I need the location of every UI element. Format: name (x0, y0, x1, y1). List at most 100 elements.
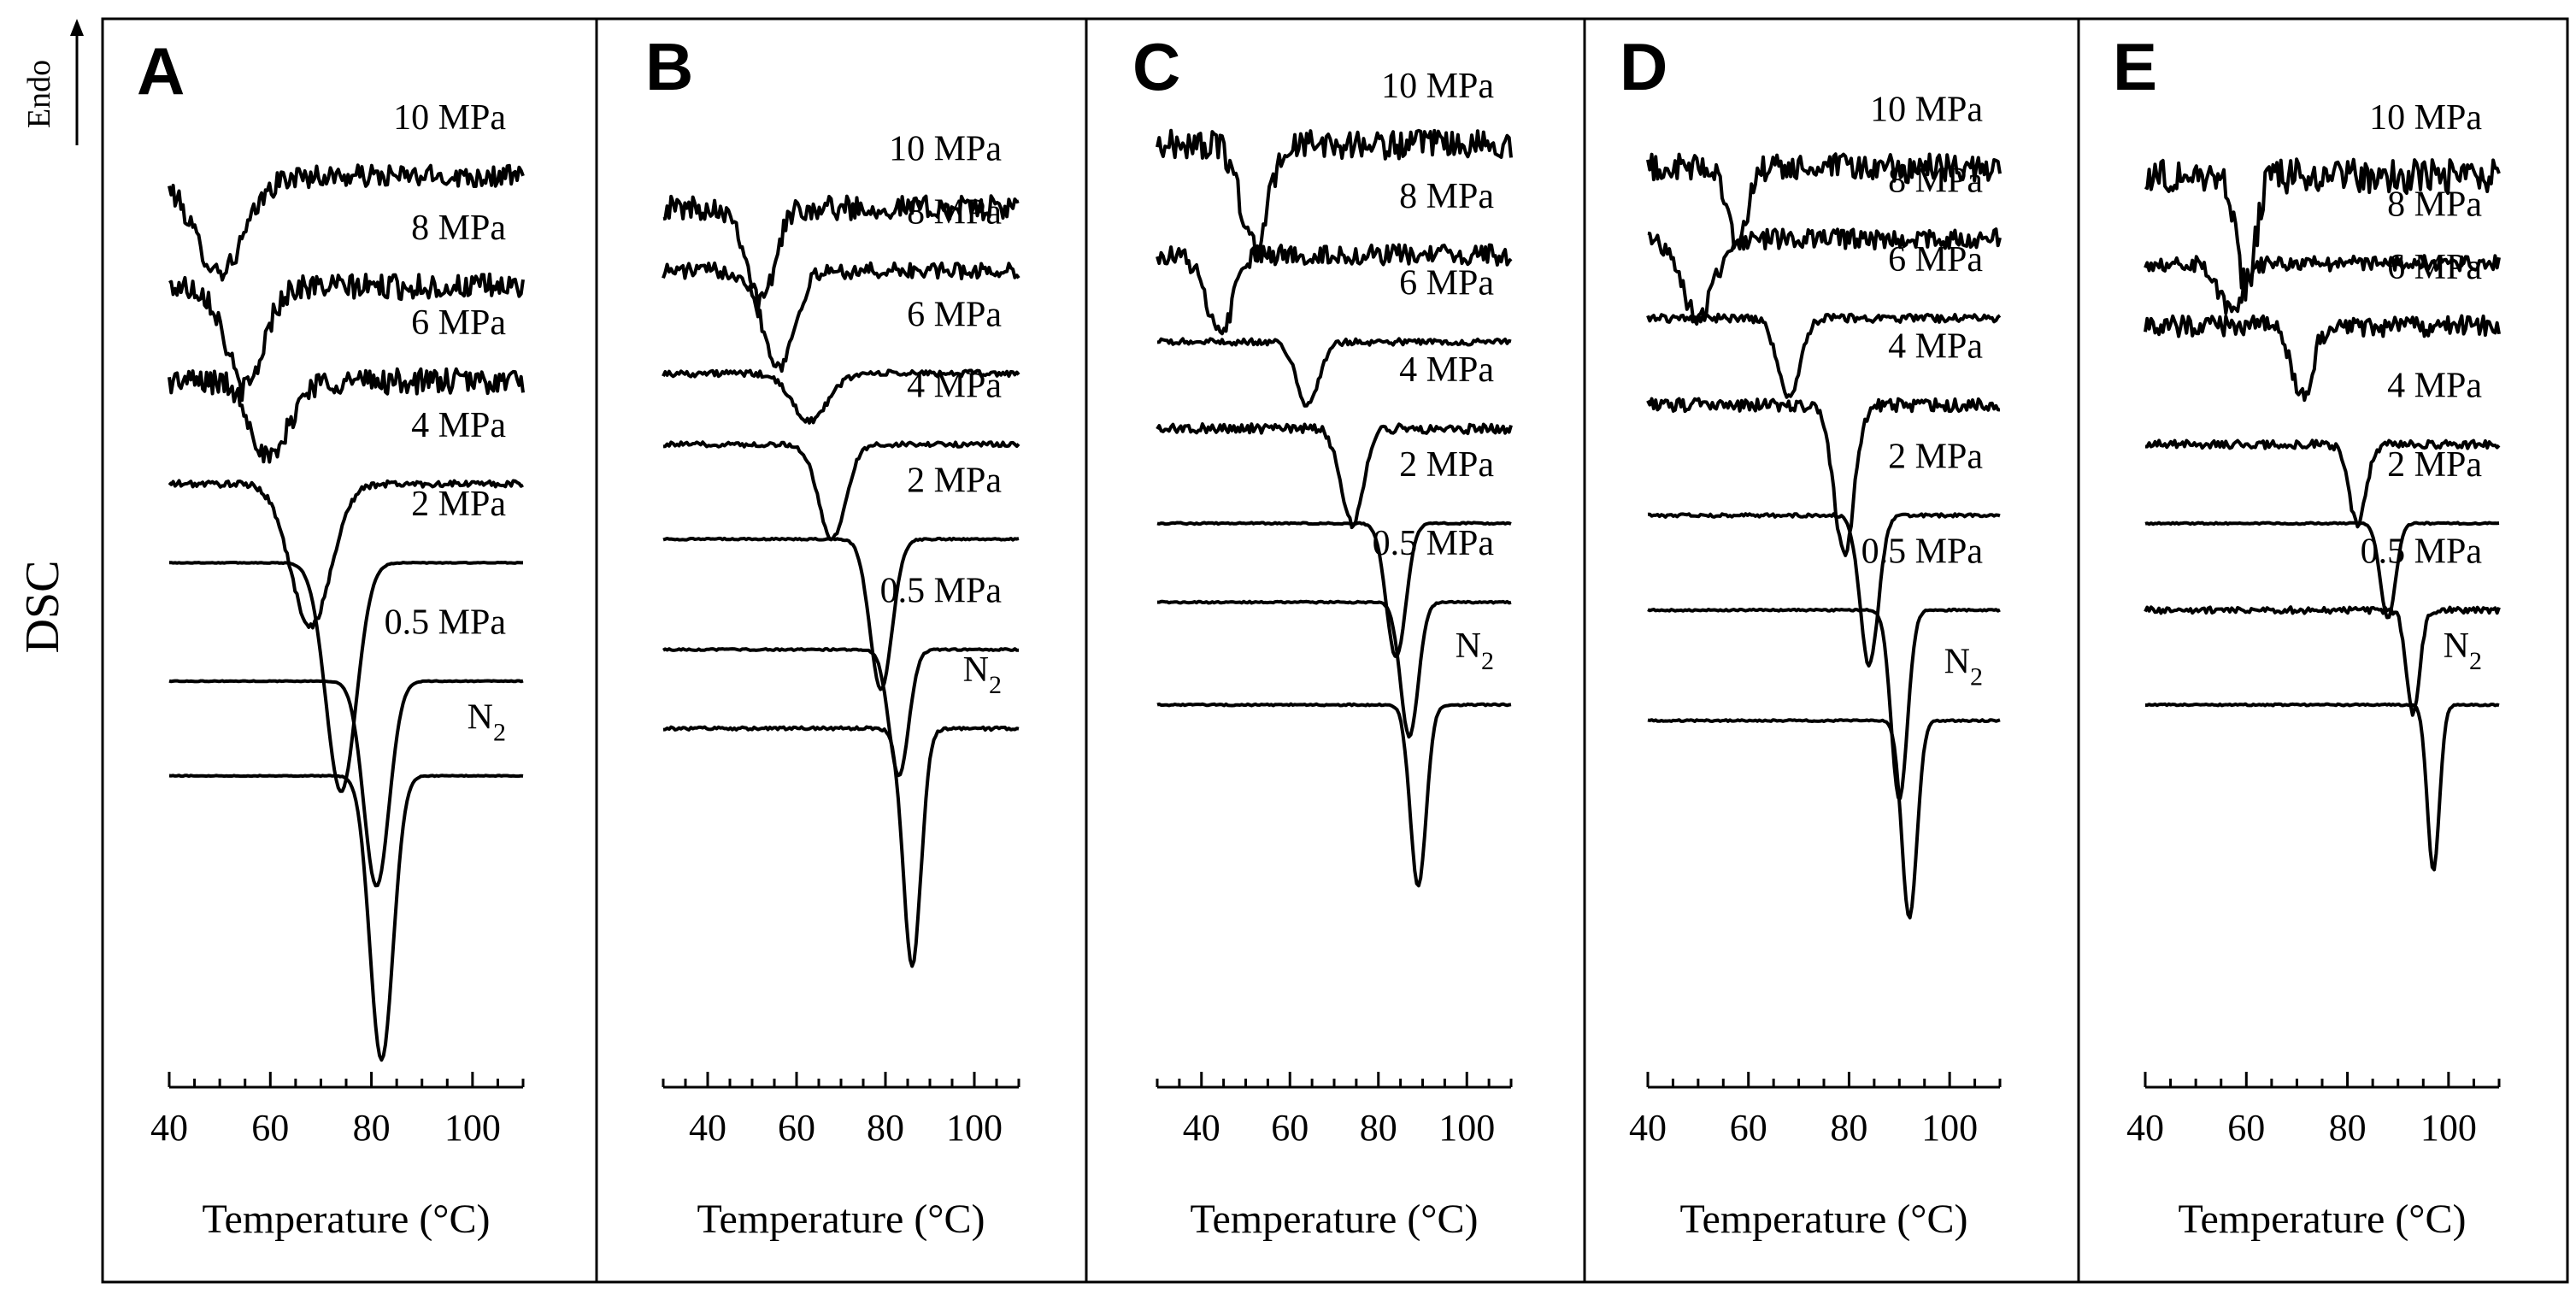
x-axis-label: Temperature (°C) (2178, 1197, 2466, 1242)
series-label: 6 MPa (411, 303, 506, 343)
curve-0_5-MPa (662, 647, 1020, 778)
x-tick-label: 100 (2420, 1107, 2477, 1149)
series-label: 4 MPa (907, 367, 1002, 406)
subscript-2: 2 (493, 718, 506, 746)
curve-0_5-MPa (1647, 607, 2001, 800)
curve-8-MPa (168, 272, 525, 403)
x-axis-label: Temperature (°C) (697, 1197, 985, 1242)
x-tick-label: 40 (689, 1107, 726, 1149)
curve-2-MPa (1156, 521, 1512, 659)
series-label: 2 MPa (1888, 438, 1983, 477)
curve-6-MPa (2144, 314, 2501, 403)
curve-10-MPa (1646, 152, 2002, 250)
curve-6-MPa (168, 367, 525, 464)
curve-2-MPa (662, 536, 1020, 691)
curve-2-MPa (1647, 512, 2001, 668)
x-tick-label: 80 (2329, 1107, 2367, 1149)
x-tick-label: 60 (251, 1107, 289, 1149)
curve-4-MPa (1156, 422, 1513, 530)
series-label: 8 MPa (411, 209, 506, 248)
series-label: 8 MPa (1888, 162, 1983, 201)
panels: A 40 60 80 100 Temperature (°C) 10 MPa 8 MPa 6 M… (137, 29, 2501, 1242)
series-label: 0.5 MPa (385, 603, 507, 643)
series-label: 6 MPa (2387, 248, 2482, 287)
panel-label: C (1132, 29, 1180, 104)
series-label: 2 MPa (2387, 445, 2482, 485)
series-label: 6 MPa (1399, 264, 1494, 303)
x-tick-label: 40 (2126, 1107, 2164, 1149)
subscript-2: 2 (989, 671, 1002, 699)
panel-label: B (645, 29, 693, 104)
endo-arrowhead (70, 19, 84, 36)
x-tick-label: 60 (1271, 1107, 1309, 1149)
series-label: 2 MPa (1399, 445, 1494, 485)
y-axis-label: DSC (16, 561, 69, 654)
curve-6-MPa (1646, 312, 2002, 399)
series-label: 4 MPa (1399, 350, 1494, 390)
series-label: 4 MPa (411, 406, 506, 445)
panel-label: A (137, 33, 185, 109)
curve-4-MPa (168, 479, 524, 630)
series-label: 0.5 MPa (1373, 524, 1495, 563)
x-tick-label: 100 (946, 1107, 1003, 1149)
curve-0_5-MPa (1157, 599, 1512, 739)
curve-10-MPa (662, 194, 1020, 313)
curve-4-MPa (2144, 438, 2501, 529)
series-label: 4 MPa (1888, 326, 1983, 366)
panel-C: C 40 60 80 100 Temperature (°C) 10 MPa 8 MPa 6 M… (1132, 29, 1513, 1242)
series-label: 10 MPa (1381, 67, 1494, 106)
curve-10-MPa (1156, 128, 1513, 257)
series-label: 10 MPa (1870, 91, 1983, 130)
curve-N2 (168, 774, 524, 1062)
figure-frame (101, 17, 2569, 1284)
curve-4-MPa (1646, 397, 2001, 557)
x-tick-label: 40 (1183, 1107, 1220, 1149)
curve-6-MPa (1156, 337, 1512, 408)
curve-6-MPa (662, 368, 1020, 425)
series-label: 8 MPa (2387, 185, 2482, 224)
subscript-2: 2 (2469, 647, 2482, 675)
series-label: 10 MPa (889, 130, 1002, 169)
x-tick-label: 100 (1438, 1107, 1495, 1149)
series-label: 8 MPa (907, 193, 1002, 232)
x-tick-label: 40 (1629, 1107, 1667, 1149)
x-axis-label: Temperature (°C) (1190, 1197, 1478, 1242)
curve-0_5-MPa (2144, 605, 2501, 717)
series-label: 2 MPa (907, 461, 1002, 500)
series-label: 2 MPa (411, 485, 506, 524)
curve-8-MPa (2144, 254, 2501, 315)
curve-2-MPa (2144, 521, 2500, 620)
curve-N2 (662, 725, 1020, 968)
series-label: 0.5 MPa (2361, 532, 2483, 571)
x-tick-label: 100 (1921, 1107, 1978, 1149)
curve-4-MPa (662, 440, 1020, 542)
x-axis-label: Temperature (°C) (1679, 1197, 1967, 1242)
x-tick-label: 80 (867, 1107, 904, 1149)
x-tick-label: 100 (444, 1107, 501, 1149)
panel-E: E 40 60 80 100 Temperature (°C) 10 MPa 8 MPa 6 M… (2113, 29, 2501, 1242)
subscript-2: 2 (1970, 663, 1983, 691)
series-label: 10 MPa (2369, 98, 2482, 138)
curve-N2 (1156, 702, 1512, 888)
series-label: 8 MPa (1399, 177, 1494, 216)
panel-A: A 40 60 80 100 Temperature (°C) 10 MPa 8 MPa 6 M… (137, 33, 525, 1242)
series-label: 6 MPa (907, 296, 1002, 335)
x-axis-label: Temperature (°C) (202, 1197, 490, 1242)
subscript-2: 2 (1481, 647, 1494, 675)
curve-10-MPa (2144, 157, 2501, 302)
x-tick-label: 60 (778, 1107, 815, 1149)
curve-N2 (1647, 718, 2001, 920)
panel-D: D 40 60 80 100 Temperature (°C) 10 MPa 8 MPa 6 M… (1620, 29, 2002, 1242)
series-label: 0.5 MPa (1861, 532, 1984, 571)
x-tick-label: 80 (353, 1107, 391, 1149)
x-tick-label: 40 (150, 1107, 188, 1149)
series-label: 4 MPa (2387, 367, 2482, 406)
series-label: 0.5 MPa (880, 572, 1003, 611)
series-label: 6 MPa (1888, 240, 1983, 279)
x-tick-label: 80 (1830, 1107, 1867, 1149)
panel-B: B 40 60 80 100 Temperature (°C) 10 MPa 8 MPa 6 M… (645, 29, 1020, 1242)
panel-label: D (1620, 29, 1667, 104)
series-label: 10 MPa (393, 98, 506, 138)
curve-0_5-MPa (168, 679, 524, 888)
